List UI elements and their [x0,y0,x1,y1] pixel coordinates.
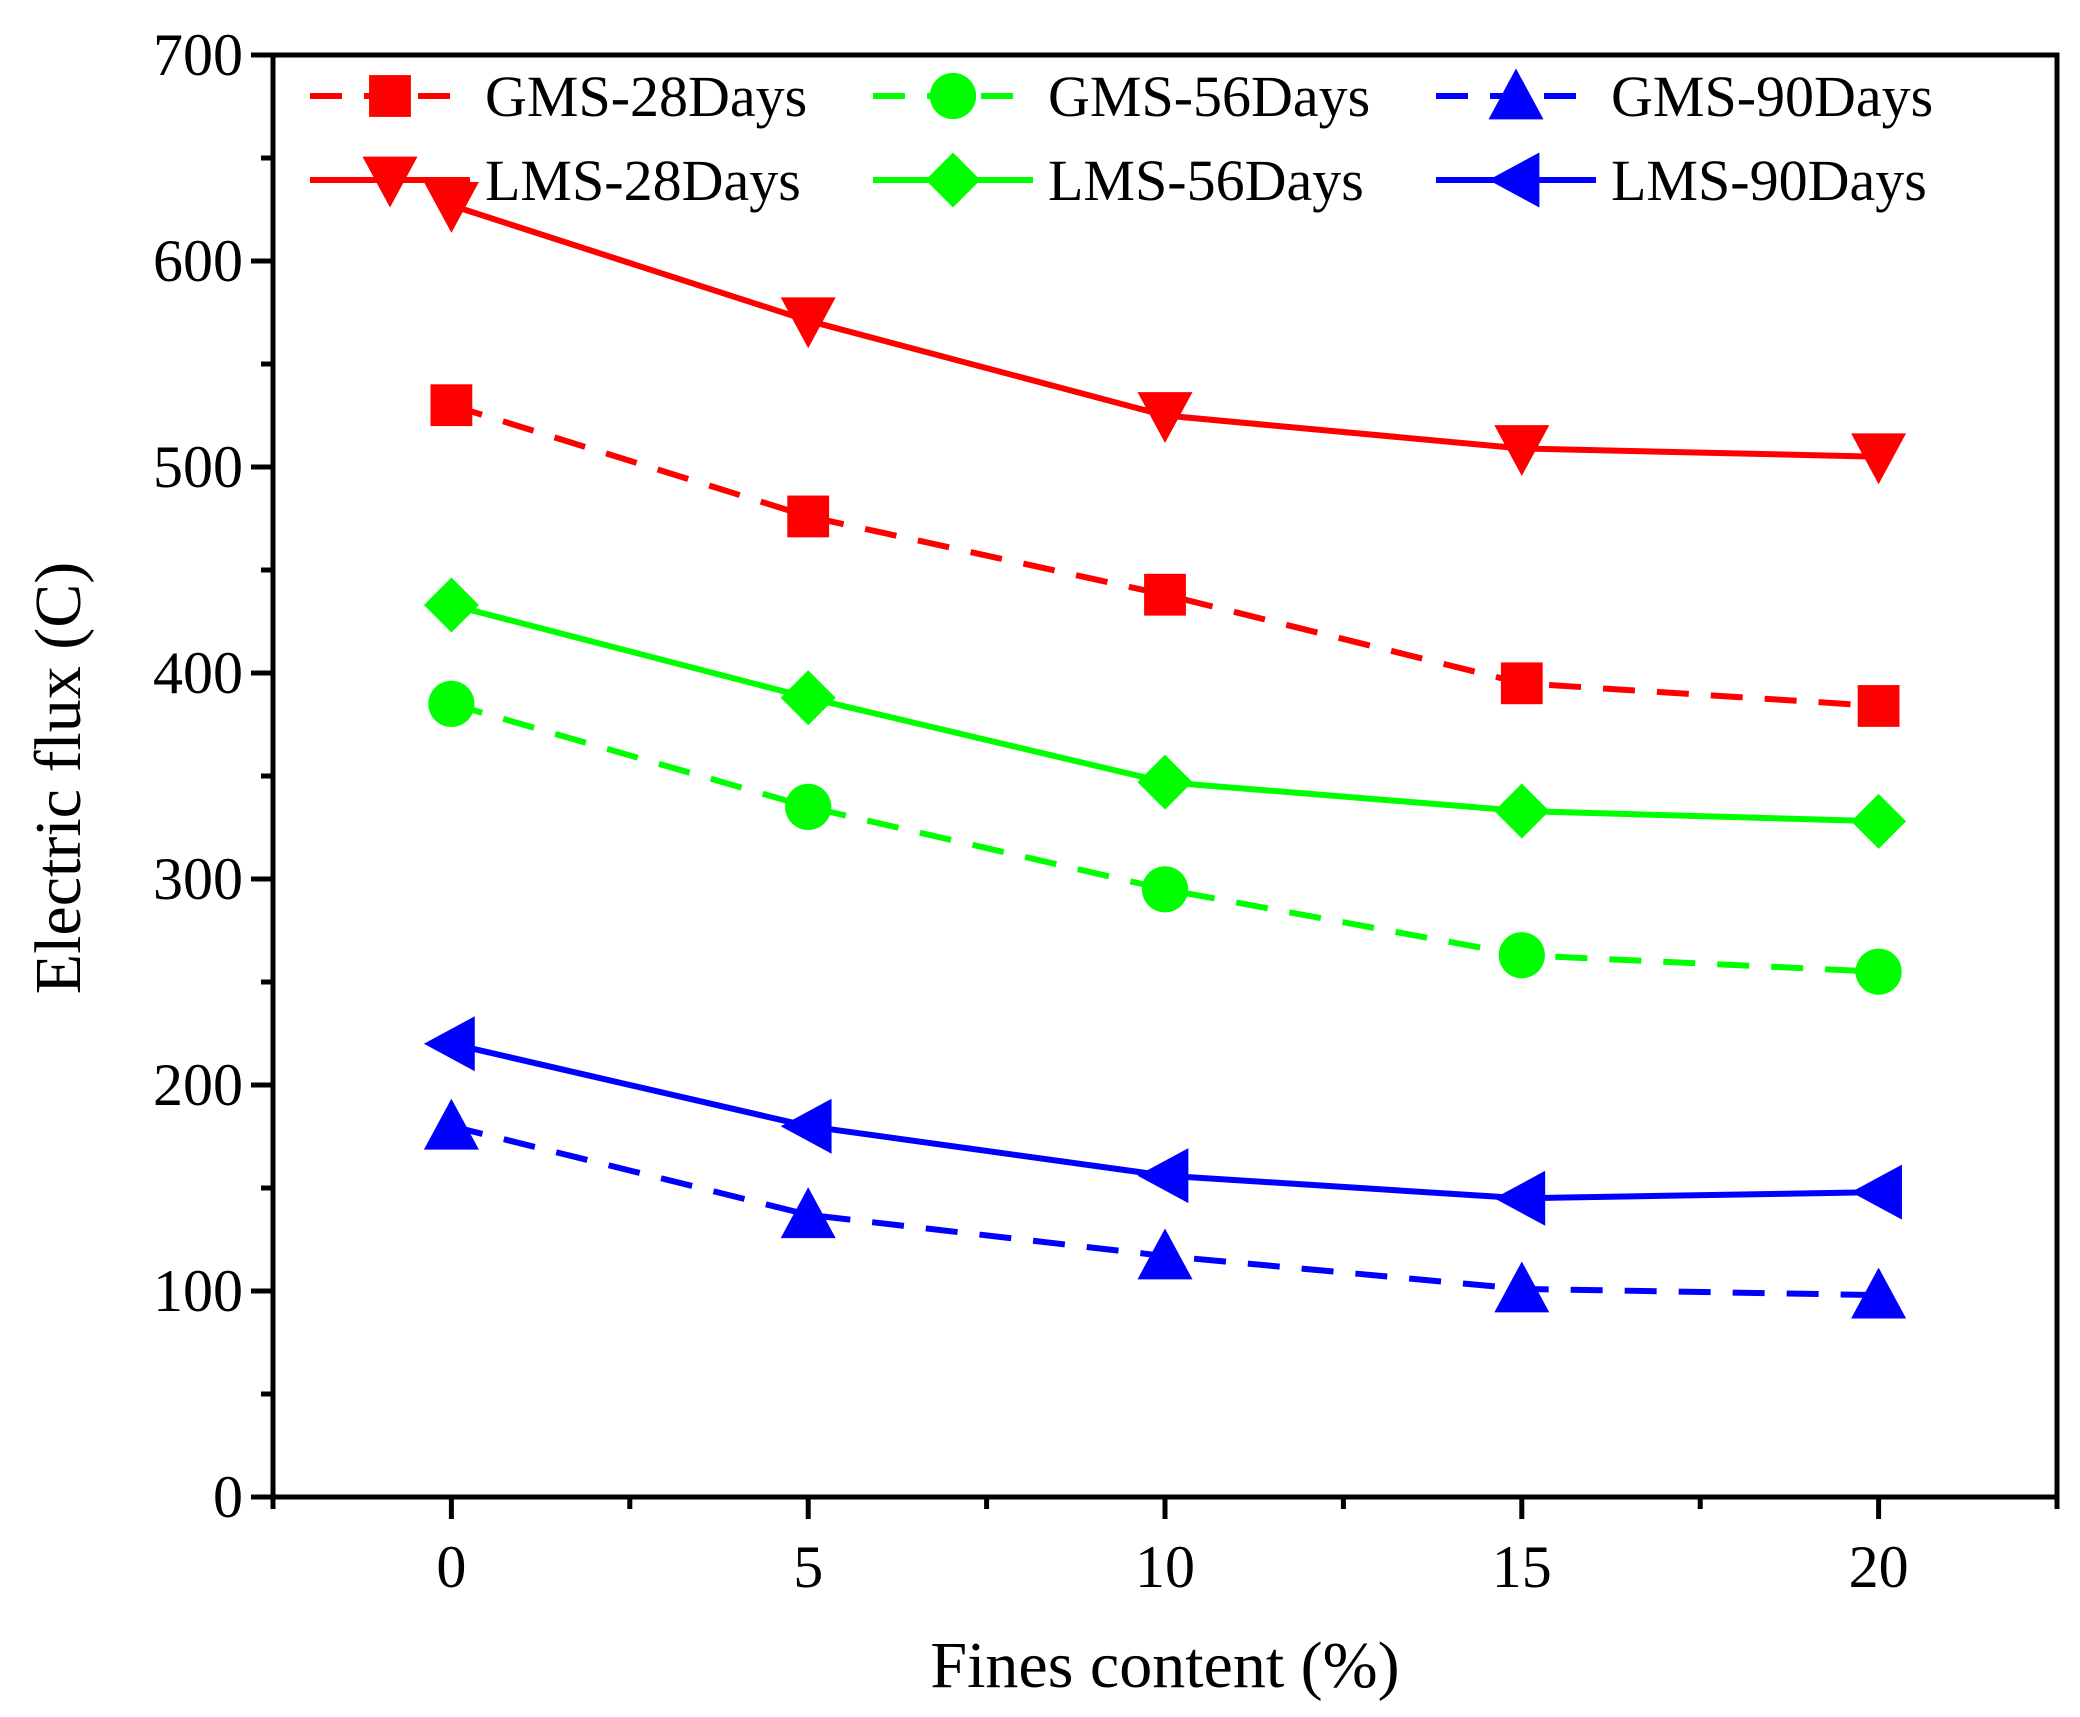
data-point-lms-28days-0 [423,182,479,233]
data-point-lms-28days-15 [1494,425,1550,476]
legend-label-gms-56days: GMS-56Days [1048,64,1370,129]
series-gms-56days [428,680,1902,995]
data-point-lms-90days-15 [1494,1170,1546,1226]
data-point-lms-90days-5 [780,1098,832,1154]
data-point-lms-56days-5 [780,670,836,726]
series-gms-28days [430,384,1900,727]
x-tick-label: 20 [1849,1534,1909,1600]
legend-item-gms-56days: GMS-56Days [873,64,1370,129]
series-gms-90days [423,1098,1907,1319]
data-point-lms-56days-0 [423,577,479,633]
data-point-lms-56days-10 [1137,754,1193,810]
data-point-gms-90days-10 [1137,1228,1193,1280]
y-tick-label: 500 [153,434,243,500]
data-point-lms-28days-20 [1851,433,1907,485]
legend: GMS-28Days GMS-56Days GMS-90Days LMS-28Days… [310,64,1933,213]
legend-label-lms-56days: LMS-56Days [1048,148,1364,213]
data-point-gms-90days-0 [423,1098,479,1150]
x-tick-label: 10 [1135,1534,1195,1600]
y-tick-label: 700 [153,22,243,88]
data-point-lms-56days-15 [1494,783,1550,839]
legend-marker-gms-56days [929,72,977,120]
data-point-gms-56days-10 [1141,866,1189,913]
data-point-lms-90days-0 [423,1016,475,1072]
legend-item-lms-28days: LMS-28Days [310,148,801,213]
x-tick-label: 0 [436,1534,466,1600]
data-point-gms-28days-5 [787,495,830,538]
x-tick-label: 15 [1492,1534,1552,1600]
legend-label-gms-28days: GMS-28Days [485,64,807,129]
legend-item-gms-90days: GMS-90Days [1436,64,1933,129]
series-lms-28days [423,182,1907,485]
data-point-gms-28days-0 [430,384,473,427]
legend-label-gms-90days: GMS-90Days [1611,64,1933,129]
data-point-gms-28days-10 [1144,573,1186,616]
data-point-lms-90days-20 [1851,1164,1902,1220]
axes: 0 100 200 300 400 500 600 700 0 5 10 15 20 [153,22,2060,1600]
y-tick-label: 200 [153,1052,243,1118]
data-point-lms-28days-5 [780,297,836,349]
legend-item-gms-28days: GMS-28Days [310,64,807,129]
legend-marker-gms-90days [1488,68,1544,120]
legend-marker-gms-28days [369,75,411,117]
legend-marker-lms-90days [1488,152,1540,208]
legend-label-lms-90days: LMS-90Days [1611,148,1927,213]
series-line-gms-56days [450,701,1879,975]
legend-marker-lms-56days [925,152,981,208]
legend-marker-lms-28days [362,156,418,208]
plot-area [423,182,1907,1319]
legend-label-lms-28days: LMS-28Days [485,148,801,213]
data-point-gms-90days-20 [1851,1267,1907,1319]
data-point-gms-28days-20 [1857,685,1900,727]
y-tick-label: 400 [153,640,243,706]
data-point-gms-90days-15 [1494,1261,1550,1313]
data-point-gms-56days-20 [1855,948,1902,995]
data-point-gms-56days-0 [428,680,475,728]
series-lms-56days [423,577,1907,849]
legend-item-lms-90days: LMS-90Days [1436,148,1927,213]
series-lms-90days [423,1016,1902,1226]
y-tick-label: 600 [153,228,243,294]
data-point-lms-28days-10 [1137,392,1193,443]
y-tick-label: 300 [153,846,243,912]
x-tick-label: 5 [793,1534,823,1600]
data-point-lms-56days-20 [1851,793,1907,849]
legend-item-lms-56days: LMS-56Days [873,148,1364,213]
x-axis-title: Fines content (%) [930,1629,1399,1702]
data-point-gms-56days-5 [785,783,832,831]
y-tick-label: 0 [213,1464,243,1530]
data-point-gms-90days-5 [780,1187,836,1239]
data-point-gms-56days-15 [1498,932,1545,979]
y-tick-label: 100 [153,1258,243,1324]
data-point-lms-90days-10 [1137,1148,1189,1204]
y-axis-title: Electric flux (C) [22,562,95,994]
data-point-gms-28days-15 [1500,662,1543,705]
